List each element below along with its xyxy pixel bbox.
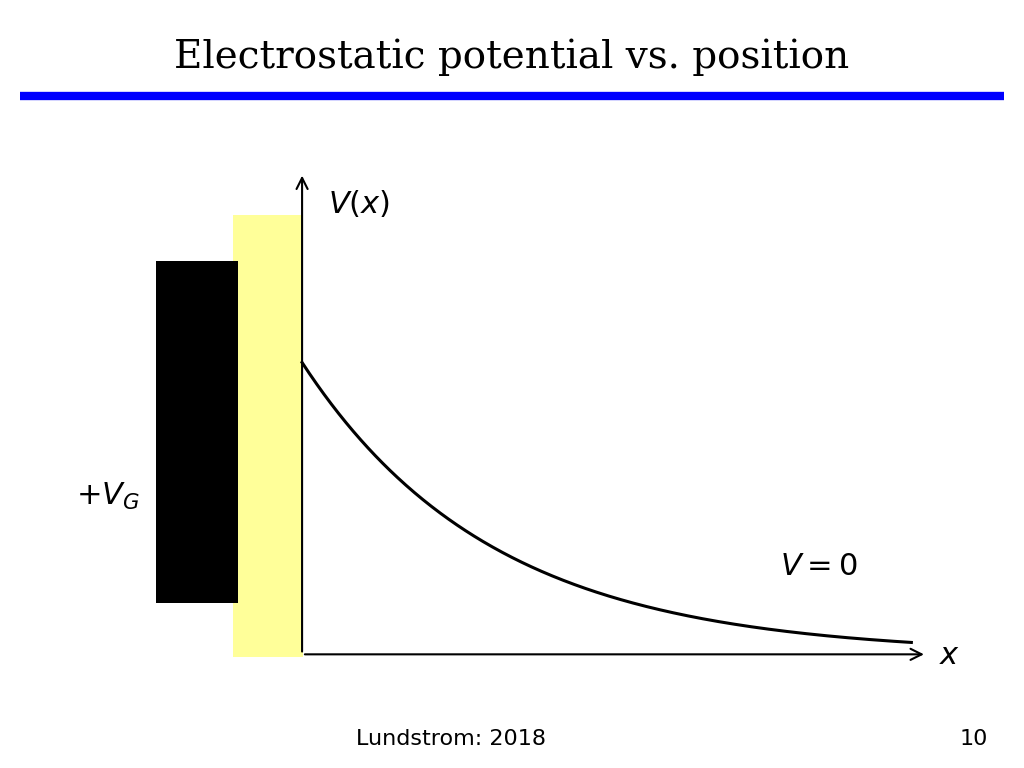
- Text: Lundstrom: 2018: Lundstrom: 2018: [355, 729, 546, 749]
- Text: $V=0$: $V=0$: [780, 551, 858, 581]
- Text: Electrostatic potential vs. position: Electrostatic potential vs. position: [174, 39, 850, 76]
- Text: 10: 10: [959, 729, 988, 749]
- Text: $V(x)$: $V(x)$: [328, 188, 390, 219]
- Text: $x$: $x$: [939, 641, 961, 670]
- Text: $+V_G$: $+V_G$: [77, 482, 140, 512]
- Bar: [156, 261, 238, 603]
- Bar: [233, 215, 303, 657]
